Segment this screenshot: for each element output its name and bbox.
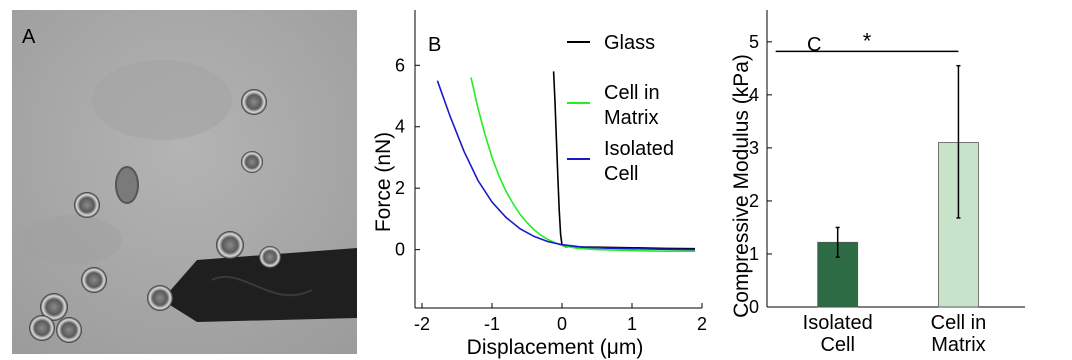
- legend-label-1: Cell in Matrix: [604, 82, 660, 129]
- cell-markers: [29, 89, 281, 343]
- series-line-1: [470, 77, 695, 252]
- x-tick-label: 2: [697, 314, 707, 334]
- micrograph-panel: A: [12, 10, 357, 354]
- panel-a-label: A: [22, 26, 36, 48]
- x-axis-label: Displacement (μm): [467, 336, 644, 359]
- y-tick-label: 4: [749, 85, 759, 105]
- y-tick-label: 6: [395, 55, 405, 75]
- chart-c-marks: 0 1 2 3 4 5 Isolated Cell Cell in Matrix *: [749, 10, 1025, 356]
- x-tick-label: 1: [627, 314, 637, 334]
- panel-c-label: C: [807, 34, 821, 56]
- y-tick-label: 1: [749, 244, 759, 264]
- category-label-0: Isolated Cell: [803, 312, 873, 356]
- y-tick-label: 4: [395, 117, 405, 137]
- compressive-modulus-chart: C 0 1 2 3 4 5 Isolated Cell Cell in Matrix * Compr…: [730, 10, 1025, 356]
- legend-label-2: Isolated Cell: [604, 138, 674, 185]
- x-tick-label: -1: [484, 314, 500, 334]
- y-tick-label: 0: [395, 240, 405, 260]
- category-label-1: Cell in Matrix: [931, 312, 987, 356]
- significance-marker: *: [863, 28, 872, 53]
- x-tick-label: 0: [557, 314, 567, 334]
- y-axis-label: Compressive Modulus (kPa): [730, 54, 753, 318]
- legend-label-0: Glass: [604, 32, 655, 54]
- force-displacement-chart: B -2 -1 0 1 2 0 2 4 6 Glass Cell in Matrix Isolated C…: [372, 10, 707, 359]
- x-tick-label: -2: [414, 314, 430, 334]
- bar-1: [938, 142, 979, 308]
- y-tick-label: 0: [749, 297, 759, 317]
- y-tick-label: 3: [749, 138, 759, 158]
- micrograph-image: [12, 10, 357, 354]
- y-axis-label: Force (nN): [372, 132, 395, 232]
- panel-b-label: B: [428, 34, 441, 56]
- y-tick-label: 5: [749, 32, 759, 52]
- y-tick-label: 2: [395, 178, 405, 198]
- series-line-2: [436, 80, 696, 251]
- chart-b-marks: -2 -1 0 1 2 0 2 4 6 Glass Cell in Matrix Isolated Cel…: [395, 10, 707, 334]
- y-tick-label: 2: [749, 191, 759, 211]
